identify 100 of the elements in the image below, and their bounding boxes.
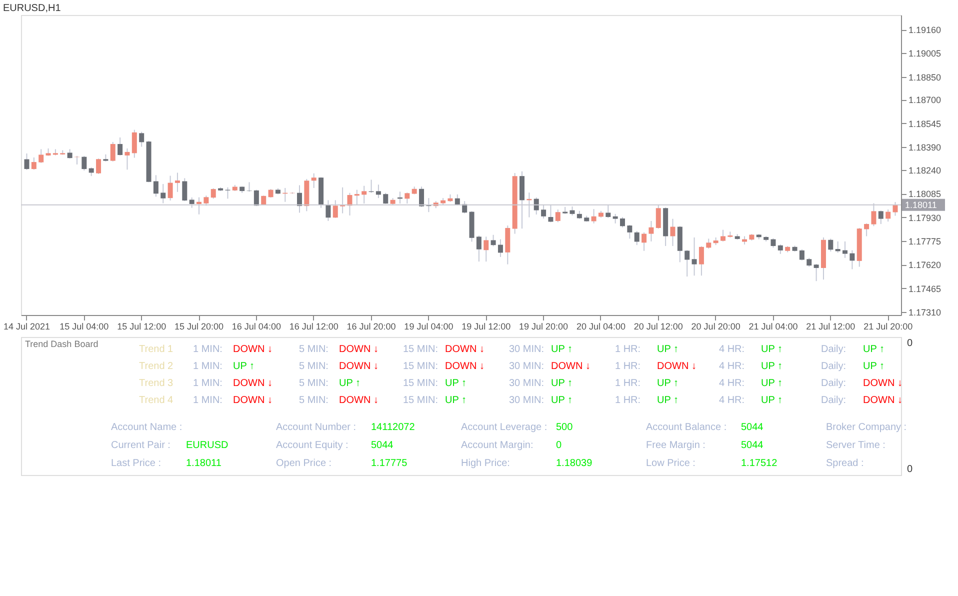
candlestick: [555, 209, 560, 223]
text: Last Price :: [111, 458, 162, 469]
text: 0: [907, 464, 913, 475]
text: Daily:: [821, 395, 846, 406]
candlestick: [246, 182, 252, 192]
candlestick: [476, 235, 482, 262]
candlestick: [620, 216, 625, 228]
text: 4 HR:: [719, 361, 745, 372]
candlestick: [670, 218, 676, 246]
candlestick: [634, 230, 640, 246]
text: 0: [556, 440, 562, 451]
text: Free Margin :: [646, 440, 706, 451]
text: 5044: [741, 440, 764, 451]
candlestick: [498, 238, 503, 258]
text: 1 MIN:: [193, 395, 222, 406]
text: DOWN ↓: [863, 395, 902, 406]
candlestick: [842, 240, 848, 258]
text: 5 MIN:: [299, 378, 328, 389]
candlestick: [835, 240, 840, 254]
candlestick: [311, 172, 316, 188]
text: DOWN ↓: [339, 361, 378, 372]
candlestick: [174, 172, 180, 192]
text: UP ↑: [863, 361, 884, 372]
text: UP ↑: [445, 378, 466, 389]
candlestick: [692, 236, 697, 276]
text: 15 MIN:: [403, 395, 438, 406]
text: Trend 2: [139, 361, 174, 372]
y-tick-label: 1.18850: [908, 72, 942, 82]
x-tick-label: 20 Jul 12:00: [634, 322, 683, 332]
candlestick: [376, 184, 381, 199]
text: DOWN ↓: [863, 378, 902, 389]
x-tick-label: 14 Jul 2021: [3, 322, 50, 332]
x-tick-label: 19 Jul 20:00: [519, 322, 568, 332]
text: Spread :: [826, 458, 864, 469]
text: 4 HR:: [719, 395, 745, 406]
text: Trend Dash Board: [25, 339, 98, 349]
text: 5044: [371, 440, 394, 451]
text: Trend 4: [139, 395, 174, 406]
text: DOWN ↓: [233, 344, 272, 355]
text: 30 MIN:: [509, 378, 544, 389]
ref-line-label: 1.18011: [905, 200, 937, 210]
text: 30 MIN:: [509, 395, 544, 406]
candlestick: [82, 155, 87, 172]
text: 1 HR:: [615, 361, 641, 372]
x-tick-label: 15 Jul 04:00: [60, 322, 109, 332]
candlestick: [182, 178, 188, 202]
text: UP ↑: [761, 361, 782, 372]
x-tick-label: 15 Jul 12:00: [117, 322, 166, 332]
candlestick: [627, 224, 632, 240]
text: 1.17775: [371, 458, 408, 469]
candlestick: [684, 250, 690, 278]
y-tick-label: 1.18085: [908, 189, 942, 200]
x-tick-label: 20 Jul 04:00: [576, 322, 626, 332]
text: 1 MIN:: [193, 344, 222, 355]
text: Current Pair :: [111, 440, 170, 451]
candlestick: [720, 229, 726, 242]
text: 30 MIN:: [509, 344, 544, 355]
text: DOWN ↓: [445, 344, 484, 355]
candlestick: [878, 210, 884, 225]
text: 1 HR:: [615, 344, 641, 355]
y-tick-label: 1.18240: [908, 165, 942, 176]
text: 1 HR:: [615, 378, 641, 389]
text: UP ↑: [233, 361, 254, 372]
text: 5 MIN:: [299, 395, 328, 406]
text: UP ↑: [551, 378, 572, 389]
candlestick: [850, 250, 855, 270]
text: UP ↑: [339, 378, 360, 389]
text: 1.18011: [186, 458, 222, 469]
text: 1.17512: [741, 458, 778, 469]
text: DOWN ↓: [233, 395, 272, 406]
text: Daily:: [821, 361, 846, 372]
text: Server Time :: [826, 440, 886, 451]
x-tick-label: 16 Jul 20:00: [346, 322, 396, 332]
text: Account Leverage :: [461, 422, 548, 433]
x-tick-label: 21 Jul 04:00: [748, 322, 798, 332]
x-tick-label: 16 Jul 04:00: [232, 322, 281, 332]
candlestick: [153, 174, 158, 198]
y-tick-label: 1.19160: [908, 25, 942, 36]
text: Low Price :: [646, 458, 696, 469]
text: UP ↑: [761, 378, 782, 389]
text: Daily:: [821, 344, 846, 355]
text: UP ↑: [761, 344, 782, 355]
text: 15 MIN:: [403, 344, 438, 355]
y-tick-label: 1.17775: [908, 236, 942, 246]
candlestick: [132, 129, 137, 158]
text: DOWN ↓: [551, 361, 590, 372]
x-tick-label: 16 Jul 12:00: [289, 322, 338, 332]
text: 1 HR:: [615, 395, 641, 406]
y-tick-label: 1.19005: [908, 48, 942, 59]
x-tick-label: 21 Jul 12:00: [806, 322, 856, 332]
text: 500: [556, 422, 574, 433]
text: Open Price :: [276, 458, 332, 469]
candlestick: [24, 152, 30, 170]
candlestick: [124, 148, 130, 170]
candlestick: [770, 238, 776, 248]
candlestick: [698, 246, 704, 276]
text: 1 MIN:: [193, 378, 222, 389]
candlestick: [778, 244, 783, 254]
candlestick: [139, 131, 144, 148]
candlestick: [67, 148, 72, 160]
